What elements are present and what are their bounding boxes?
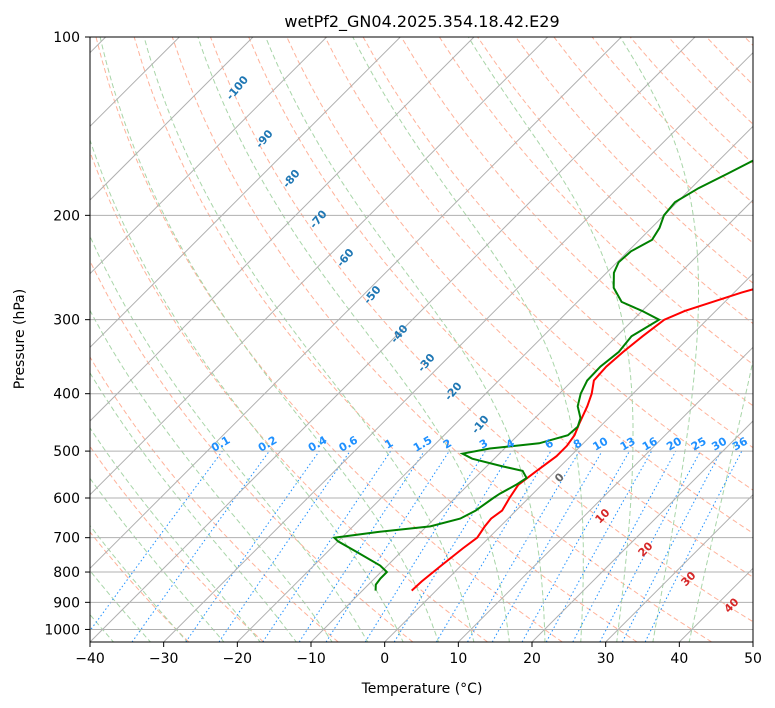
y-tick-label: 200 xyxy=(53,208,80,224)
x-axis-label: Temperature (°C) xyxy=(361,681,483,697)
isotherm xyxy=(531,420,753,642)
mixing-ratio-line xyxy=(185,450,320,642)
moist-adiabat xyxy=(143,37,475,642)
y-axis-label: Pressure (hPa) xyxy=(12,289,28,389)
dry-adiabat xyxy=(171,37,712,642)
mixing-ratio-line xyxy=(262,450,392,642)
dry-adiabat xyxy=(90,150,488,642)
x-tick-label: 50 xyxy=(744,651,762,667)
x-tick-label: −30 xyxy=(149,651,179,667)
chart-title: wetPf2_GN04.2025.354.18.42.E29 xyxy=(284,12,559,32)
isotherm xyxy=(90,37,549,496)
x-tick-label: 20 xyxy=(523,651,541,667)
isotherm xyxy=(90,37,622,570)
x-tick-label: 30 xyxy=(597,651,615,667)
moist-adiabat xyxy=(99,37,440,642)
y-tick-label: 400 xyxy=(53,387,80,403)
mixing-ratio-line xyxy=(393,450,513,642)
moist-adiabat xyxy=(265,37,546,642)
dry-adiabat xyxy=(248,37,753,578)
y-tick-label: 300 xyxy=(53,313,80,329)
mixing-ratio-line xyxy=(131,450,270,642)
dry-adiabat xyxy=(133,37,638,642)
moist-adiabat xyxy=(197,37,510,642)
x-tick-label: −20 xyxy=(223,651,253,667)
isotherm xyxy=(90,37,696,642)
mixing-ratio-line xyxy=(521,450,630,642)
grid xyxy=(90,37,753,642)
isotherm xyxy=(457,346,753,642)
y-tick-label: 900 xyxy=(53,595,80,611)
dry-adiabat xyxy=(90,531,190,642)
plot-background xyxy=(90,37,753,642)
x-axis: −40 −30 −20 −10 0 10 20 30 40 50 xyxy=(75,642,762,667)
dry-adiabat xyxy=(515,37,753,284)
y-tick-label: 100 xyxy=(53,30,80,46)
series-temperature-line xyxy=(411,288,753,592)
moist-adiabat xyxy=(90,427,261,642)
mixing-ratio-line xyxy=(218,450,351,642)
y-tick-label: 500 xyxy=(53,444,80,460)
moist-adiabat xyxy=(467,37,634,642)
dry-adiabat xyxy=(324,37,753,491)
mixing-ratio-line xyxy=(298,450,425,642)
isotherm xyxy=(605,493,753,642)
dry-adiabat xyxy=(210,37,753,623)
isotherm xyxy=(90,37,328,275)
plot-frame xyxy=(89,36,754,643)
isotherm xyxy=(310,199,753,642)
y-tick-label: 1000 xyxy=(44,622,80,638)
y-axis: 100 200 300 400 500 600 700 800 900 1000 xyxy=(44,30,90,638)
dry-adiabat xyxy=(90,445,264,642)
moist-adiabat xyxy=(619,37,699,642)
y-tick-label: 800 xyxy=(53,565,80,581)
dry-adiabat xyxy=(400,37,753,407)
mixing-ratio-line xyxy=(644,450,743,642)
x-tick-label: 40 xyxy=(670,651,688,667)
isotherm xyxy=(90,37,254,201)
dry-adiabat xyxy=(90,356,339,642)
y-tick-label: 700 xyxy=(53,531,80,547)
moist-adiabat xyxy=(90,235,369,642)
moist-adiabat xyxy=(90,309,333,642)
moist-adiabat xyxy=(90,138,404,642)
y-tick-label: 600 xyxy=(53,491,80,507)
series-dewpoint-line xyxy=(332,159,753,591)
mixing-ratio-line xyxy=(545,450,653,642)
mixing-ratio-line xyxy=(572,450,677,642)
series xyxy=(332,159,753,592)
x-tick-label: 0 xyxy=(380,651,389,667)
isotherm xyxy=(163,51,753,642)
x-tick-label: −10 xyxy=(296,651,326,667)
isotherm xyxy=(384,272,753,642)
dry-adiabat xyxy=(438,37,753,366)
isotherm xyxy=(90,37,475,422)
mixing-ratio-line xyxy=(90,450,223,632)
moist-adiabat xyxy=(688,358,753,642)
x-tick-label: −40 xyxy=(75,651,105,667)
x-tick-label: 10 xyxy=(449,651,467,667)
isotherm xyxy=(90,37,401,349)
dry-adiabat xyxy=(95,37,563,642)
